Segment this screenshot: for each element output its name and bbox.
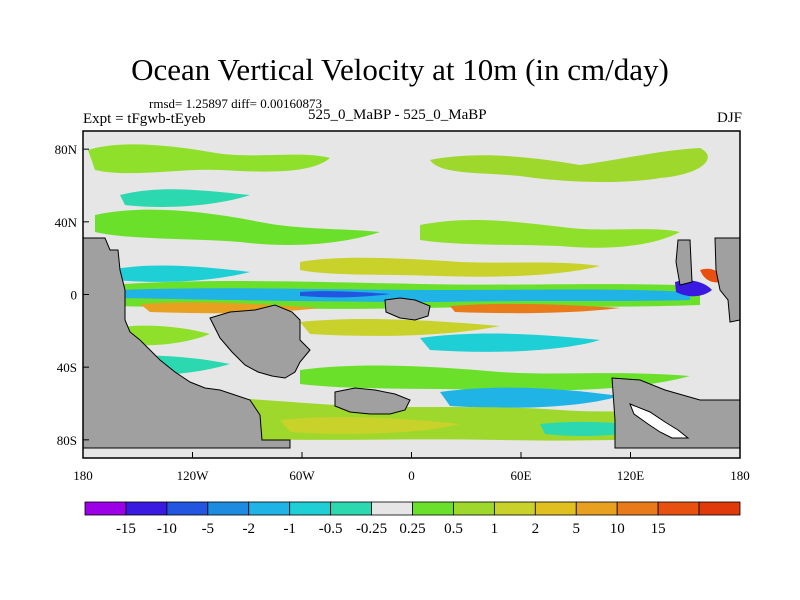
lon-tick-label-3: 0 — [408, 468, 415, 483]
contour-yellow-s — [300, 319, 500, 336]
land-wpac-island — [675, 239, 693, 286]
colorbar-swatch-11 — [534, 501, 577, 516]
colorbar-label-3: -2 — [243, 521, 256, 537]
contour-green-mid-n2 — [420, 219, 680, 248]
colorbar-label-12: 10 — [610, 521, 625, 537]
colorbar-label-0: -15 — [116, 521, 136, 537]
colorbar-swatch-1 — [125, 501, 168, 516]
land-antarctic-coast — [629, 403, 690, 439]
colorbar-label-4: -1 — [283, 521, 296, 537]
contour-equator-blue — [300, 291, 390, 298]
colorbar-swatch-8 — [412, 501, 454, 516]
lon-tick-label-0: 180 — [73, 468, 93, 483]
contour-green-north2 — [430, 148, 708, 183]
colorbar-swatch-15 — [698, 501, 741, 516]
colorbar-swatch-14 — [657, 501, 700, 516]
contour-equator-cyan — [120, 288, 690, 302]
colorbar-labels: -15 -10 -5 -2 -1 -0.5 -0.25 0.25 0.5 1 2 5 10 15 — [116, 521, 666, 537]
colorbar-swatch-6 — [330, 501, 372, 516]
colorbar-swatch-12 — [575, 501, 618, 516]
contour-green-s2 — [300, 365, 690, 391]
lat-tick-label-3: 40S — [57, 360, 77, 375]
contour-equator-orange2 — [450, 303, 620, 314]
contour-cyan-north — [120, 189, 250, 207]
contour-cyan-n2 — [110, 265, 250, 282]
colorbar-swatch-5 — [289, 501, 332, 516]
colorbar — [84, 501, 741, 516]
colorbar-swatch-2 — [166, 501, 209, 516]
colorbar-swatch-4 — [248, 501, 291, 516]
colorbar-label-9: 1 — [491, 521, 499, 537]
land-south-america — [209, 304, 311, 379]
land-layer — [82, 237, 741, 449]
colorbar-label-5: -0.5 — [319, 521, 343, 537]
colorbar-swatch-3 — [207, 501, 250, 516]
colorbar-label-1: -10 — [157, 521, 177, 537]
lon-tick-label-4: 60E — [511, 468, 532, 483]
land-americas-west — [82, 237, 291, 449]
lat-axis: 80N 40N 0 40S 80S — [55, 142, 89, 448]
colorbar-label-6: -0.25 — [356, 521, 387, 537]
lon-tick-label-1: 120W — [177, 468, 210, 483]
colorbar-label-10: 2 — [532, 521, 540, 537]
colorbar-swatch-13 — [616, 501, 659, 516]
lat-tick-label-2: 0 — [71, 288, 78, 303]
contour-yellow-n — [300, 257, 600, 277]
lon-tick-label-2: 60W — [289, 468, 315, 483]
colorbar-swatch-9 — [453, 501, 495, 516]
land-central-atlantic-island — [384, 297, 431, 321]
colorbar-label-2: -5 — [202, 521, 215, 537]
season-label: DJF — [716, 110, 742, 126]
colorbar-swatch-10 — [493, 501, 536, 516]
contour-green-mid-n — [95, 209, 380, 245]
colorbar-label-13: 15 — [651, 521, 666, 537]
lat-tick-label-1: 40N — [55, 215, 78, 230]
lon-axis: 180 120W 60W 0 60E 120E 180 — [73, 452, 750, 483]
contour-cyan-s — [420, 333, 600, 352]
contour-yellow-so — [280, 417, 460, 434]
lon-tick-label-6: 180 — [730, 468, 750, 483]
land-antarctic-island — [334, 387, 411, 415]
lat-tick-label-4: 80S — [57, 433, 77, 448]
lat-tick-label-0: 80N — [55, 142, 78, 157]
stats-text: rmsd= 1.25897 diff= 0.00160873 — [149, 96, 322, 111]
experiment-label: Expt = tFgwb-tEyeb — [83, 111, 206, 127]
colorbar-label-7: 0.25 — [399, 521, 425, 537]
runs-label: 525_0_MaBP - 525_0_MaBP — [308, 107, 487, 123]
contour-green-north — [88, 144, 330, 174]
lon-tick-label-5: 120E — [617, 468, 645, 483]
colorbar-swatch-0 — [84, 501, 127, 516]
plot-title: Ocean Vertical Velocity at 10m (in cm/da… — [131, 52, 669, 87]
colorbar-swatch-7 — [371, 501, 413, 516]
colorbar-label-11: 5 — [573, 521, 581, 537]
colorbar-label-8: 0.5 — [444, 521, 463, 537]
contour-cyan-s3 — [440, 387, 620, 408]
